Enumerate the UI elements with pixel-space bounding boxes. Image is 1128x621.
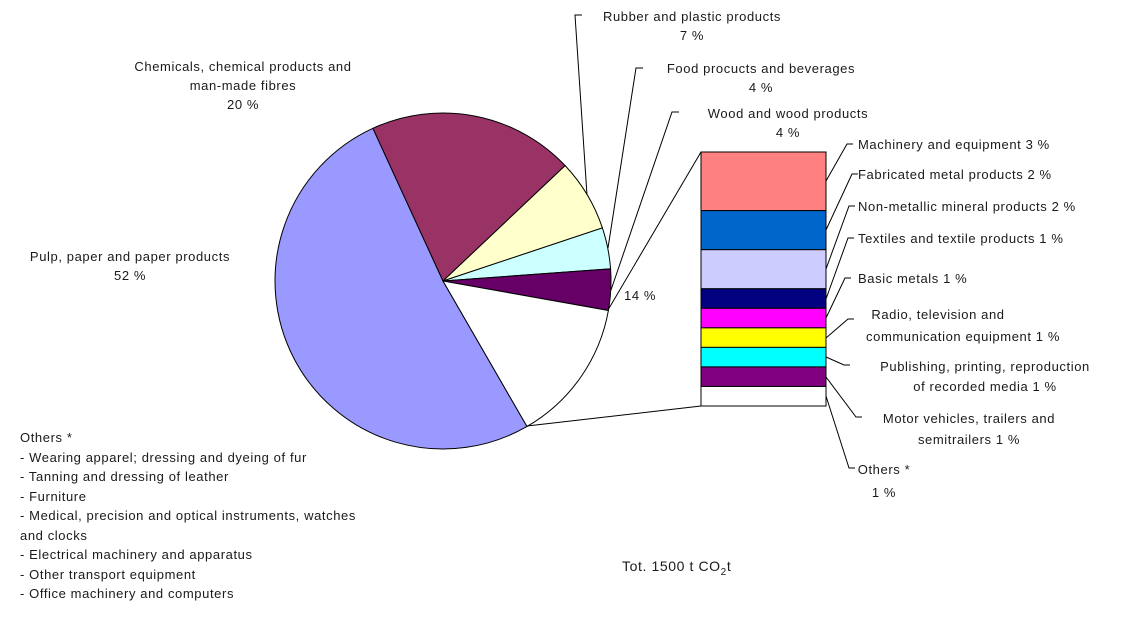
others-footnote-item: - Tanning and dressing of leather (20, 469, 229, 484)
label-textiles: Textiles and textile products 1 % (858, 231, 1064, 246)
bar-segment (700, 366, 827, 387)
leader-line (610, 111, 679, 291)
label-chemicals: Chemicals, chemical products and man-made… (134, 59, 351, 112)
label-radio: Radio, television and communication equip… (866, 307, 1060, 344)
total-emissions: Tot. 1500 t CO2t (622, 558, 732, 578)
pie-slice (442, 280, 609, 428)
others-footnote-item: - Wearing apparel; dressing and dyeing o… (20, 449, 307, 465)
leader-line (825, 205, 855, 270)
leader-line (825, 376, 862, 418)
label-pulp: Pulp, paper and paper products 52 % (30, 249, 230, 283)
leader-line (607, 151, 702, 311)
label-wood: Wood and wood products 4 % (708, 106, 868, 140)
leader-line (825, 356, 850, 366)
others-footnote-item: - Medical, precision and optical instrum… (20, 508, 356, 523)
pie-slice (274, 127, 528, 450)
bar-segment (700, 288, 827, 309)
label-basic: Basic metals 1 % (858, 271, 967, 286)
label-fabricated: Fabricated metal products 2 % (858, 167, 1052, 182)
others-footnote-item: - Other transport equipment (20, 566, 196, 582)
leader-line (825, 318, 854, 339)
others-footnote-title: Others * (20, 430, 73, 445)
pie-slices (274, 112, 612, 450)
label-food: Food procucts and beverages 4 % (667, 61, 855, 95)
bar-segment (700, 210, 827, 251)
leader-line (574, 14, 588, 196)
leader-line (825, 237, 854, 300)
leader-line (825, 173, 858, 231)
bar-segment (700, 346, 827, 368)
others-footnote-item: and clocks (20, 527, 88, 543)
label-rubber: Rubber and plastic products 7 % (603, 9, 781, 43)
bar-segment (700, 307, 827, 329)
pie-slice (372, 112, 566, 282)
label-other-slice: 14 % (624, 288, 656, 303)
others-footnote-item: - Furniture (20, 488, 87, 504)
bar-segment (700, 385, 827, 407)
bar-segment (700, 249, 827, 290)
others-footnote-item: - Office machinery and computers (20, 586, 235, 601)
label-nonmetallic: Non-metallic mineral products 2 % (858, 199, 1076, 214)
label-motor: Motor vehicles, trailers and semitrailers… (883, 411, 1055, 447)
bar-segment (700, 327, 827, 348)
leader-line (825, 143, 853, 182)
label-others-bar: Others * 1 % (858, 462, 910, 500)
leader-line (825, 277, 851, 319)
leader-line (825, 395, 855, 469)
label-machinery: Machinery and equipment 3 % (858, 137, 1050, 152)
others-footnote: Others * - Wearing apparel; dressing and… (20, 428, 460, 614)
leader-line (526, 405, 702, 427)
others-footnote-item: - Electrical machinery and apparatus (20, 547, 253, 562)
leader-line (607, 67, 643, 249)
bar-segment (700, 151, 827, 212)
leader-lines (526, 14, 862, 469)
breakdown-bar (700, 151, 827, 407)
label-publishing: Publishing, printing, reproduction of rec… (880, 359, 1090, 394)
